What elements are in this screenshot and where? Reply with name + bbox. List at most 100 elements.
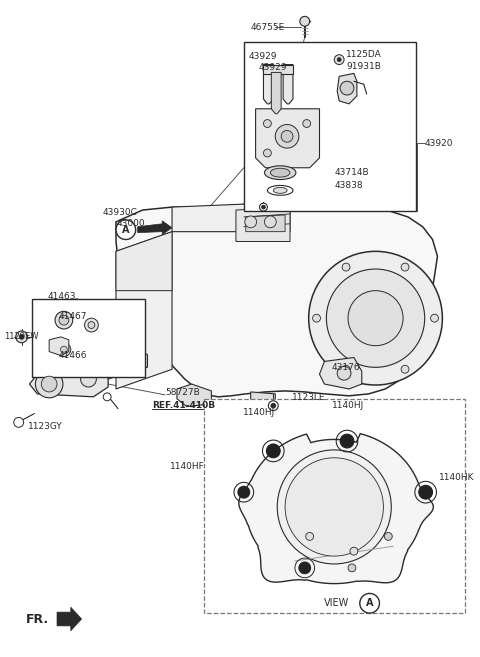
Circle shape (260, 203, 267, 211)
Circle shape (340, 434, 354, 448)
Polygon shape (236, 207, 290, 242)
Ellipse shape (270, 168, 290, 177)
Circle shape (348, 290, 403, 346)
Polygon shape (239, 434, 433, 583)
Polygon shape (261, 202, 266, 208)
Circle shape (238, 486, 250, 498)
Text: 43920: 43920 (425, 139, 453, 148)
Ellipse shape (264, 166, 296, 179)
Circle shape (19, 334, 24, 339)
Circle shape (59, 315, 69, 325)
Ellipse shape (273, 187, 287, 193)
Text: 43000: 43000 (117, 219, 145, 228)
Polygon shape (29, 365, 108, 397)
Circle shape (264, 149, 271, 157)
Text: A: A (122, 225, 130, 235)
Circle shape (337, 58, 341, 62)
Text: 1125DA: 1125DA (346, 50, 382, 59)
Polygon shape (177, 384, 211, 407)
Polygon shape (128, 350, 147, 367)
Text: 1123LE: 1123LE (292, 394, 325, 402)
Circle shape (401, 263, 409, 271)
Circle shape (275, 125, 299, 148)
Circle shape (309, 252, 443, 385)
Polygon shape (49, 337, 69, 355)
Circle shape (300, 16, 310, 26)
Bar (33, 298, 145, 377)
Polygon shape (337, 74, 357, 104)
Text: 43929: 43929 (249, 52, 277, 61)
Circle shape (285, 458, 384, 556)
Polygon shape (246, 215, 285, 232)
Text: 43714B: 43714B (334, 168, 369, 177)
Circle shape (342, 365, 350, 373)
Circle shape (303, 120, 311, 127)
Circle shape (262, 205, 265, 209)
Text: 91931B: 91931B (346, 62, 381, 71)
Text: 43930C: 43930C (103, 208, 138, 217)
Circle shape (360, 593, 380, 613)
Text: 46755E: 46755E (251, 23, 285, 32)
Circle shape (306, 532, 313, 540)
Circle shape (340, 81, 354, 95)
Circle shape (326, 269, 425, 367)
Circle shape (271, 403, 276, 408)
Polygon shape (256, 109, 320, 168)
Polygon shape (116, 232, 172, 290)
Polygon shape (172, 202, 290, 232)
Text: 1140HJ: 1140HJ (243, 408, 275, 417)
Text: 41467: 41467 (59, 311, 87, 321)
Text: 1129EW: 1129EW (4, 332, 38, 342)
Circle shape (431, 314, 438, 322)
Text: REF.41-410B: REF.41-410B (152, 401, 216, 410)
Circle shape (312, 314, 321, 322)
Circle shape (16, 331, 27, 343)
Polygon shape (251, 392, 275, 409)
Ellipse shape (267, 185, 293, 195)
Text: 43176: 43176 (331, 363, 360, 372)
Text: 58727B: 58727B (165, 388, 200, 397)
Circle shape (60, 346, 67, 353)
Polygon shape (264, 64, 293, 74)
Polygon shape (264, 64, 273, 104)
Circle shape (84, 318, 98, 332)
Polygon shape (271, 72, 281, 114)
Circle shape (281, 130, 293, 142)
Circle shape (342, 263, 350, 271)
Text: 43929: 43929 (259, 63, 287, 72)
Circle shape (277, 450, 391, 564)
Polygon shape (283, 64, 293, 104)
Text: A: A (366, 599, 373, 608)
Text: 1123GY: 1123GY (27, 422, 62, 431)
Text: 1140HF: 1140HF (170, 462, 204, 471)
Polygon shape (138, 221, 172, 235)
Polygon shape (57, 607, 82, 631)
Circle shape (116, 220, 136, 240)
Circle shape (41, 376, 57, 392)
Circle shape (419, 486, 432, 499)
Text: VIEW: VIEW (324, 599, 349, 608)
Polygon shape (116, 202, 437, 397)
Text: 43838: 43838 (334, 181, 363, 190)
Text: 41466: 41466 (59, 351, 87, 360)
Circle shape (14, 417, 24, 427)
Polygon shape (320, 357, 362, 389)
Bar (244, 42, 416, 211)
Circle shape (348, 564, 356, 572)
Circle shape (245, 216, 257, 228)
Circle shape (266, 444, 280, 458)
Text: 41463: 41463 (47, 292, 76, 301)
Text: 1140HK: 1140HK (438, 473, 474, 482)
Circle shape (299, 562, 311, 574)
Polygon shape (116, 232, 172, 389)
Text: FR.: FR. (25, 612, 48, 625)
Circle shape (88, 322, 95, 328)
Circle shape (264, 120, 271, 127)
Circle shape (334, 55, 344, 64)
Circle shape (264, 216, 276, 228)
Circle shape (36, 371, 63, 397)
Circle shape (103, 393, 111, 401)
Circle shape (337, 367, 351, 380)
Circle shape (350, 547, 358, 555)
Circle shape (57, 343, 71, 357)
